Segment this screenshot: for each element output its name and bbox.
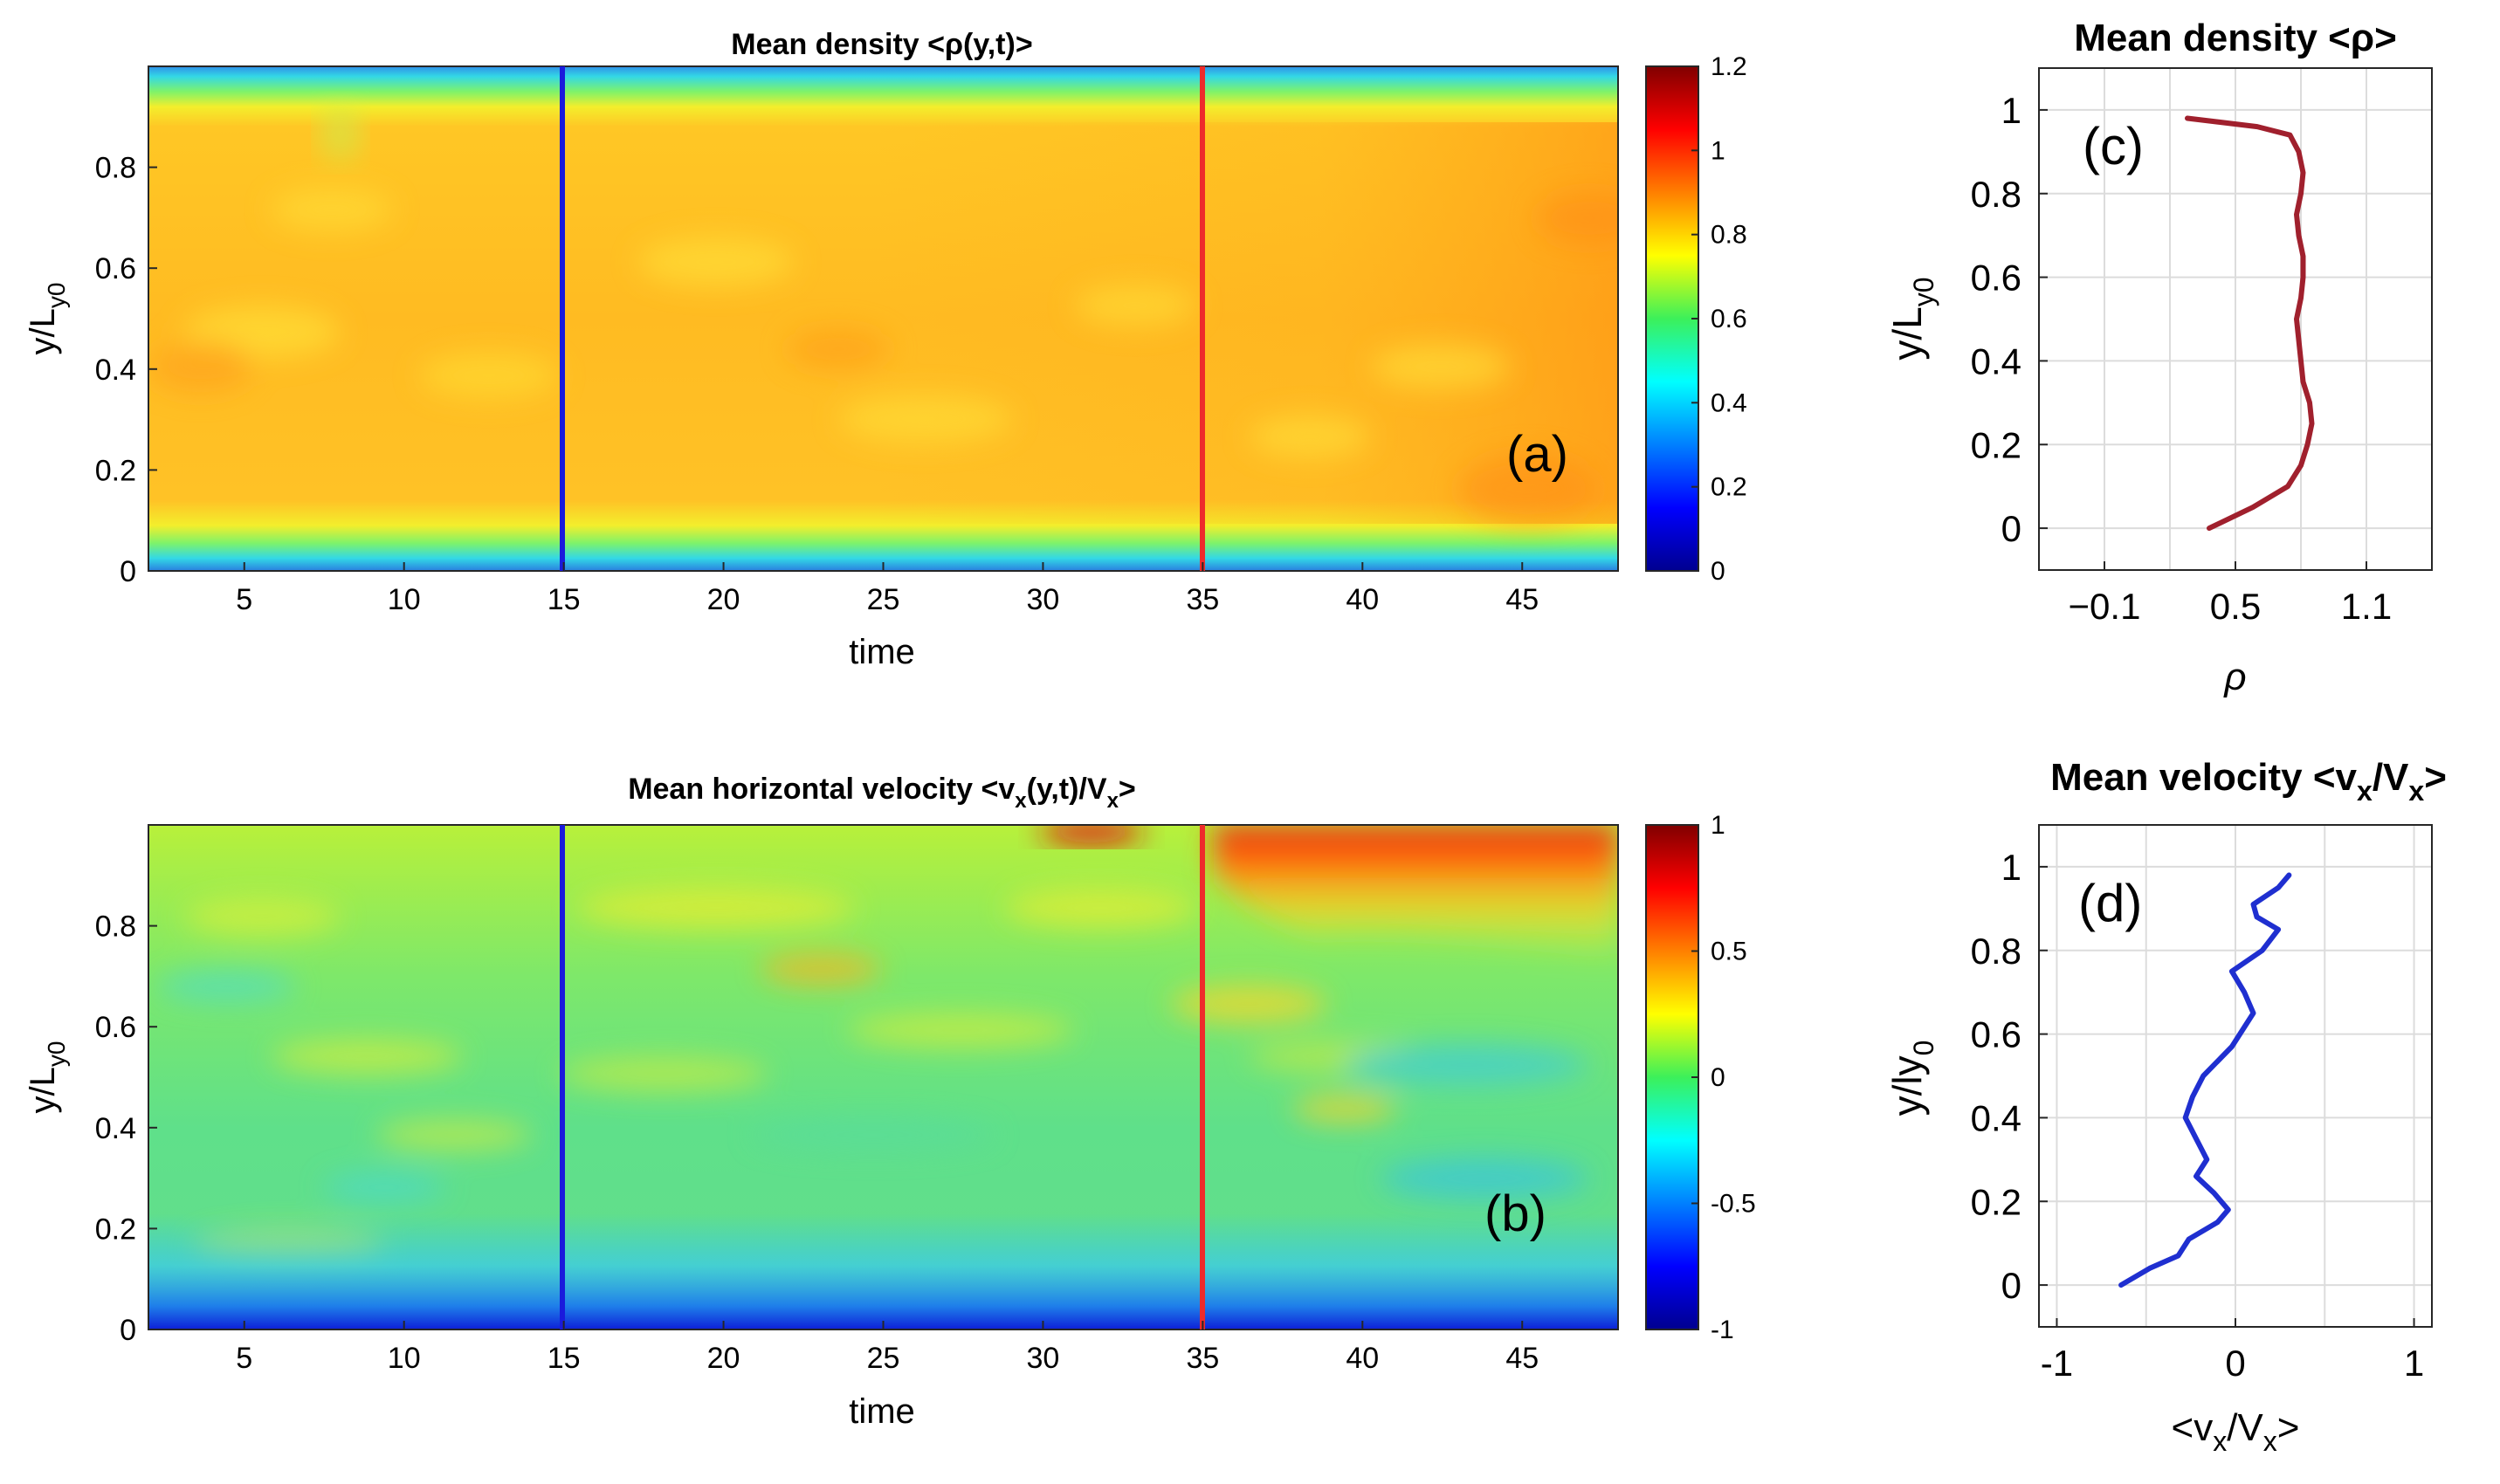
x-tick-label: 10 [388,1342,421,1375]
panel-a-axes: 5 10 15 20 25 30 35 40 45 0 0.2 0.4 0.6 0.8 [95,152,1539,616]
panel-c: Mean density <ρ> (c) −0.1 0.5 1.1 0 0.2 0.4 0.… [1884,17,2433,698]
x-tick-label: −0.1 [2069,586,2141,627]
colorbar-a-ticks: 0 0.2 0.4 0.6 0.8 1 1.2 [1691,52,1747,586]
colorbar-tick-label: -0.5 [1711,1190,1756,1219]
panel-a-xlabel: time [849,633,915,671]
colorbar-tick-label: 0.6 [1711,305,1747,333]
x-tick-label: 40 [1346,1342,1379,1375]
panel-c-axes: −0.1 0.5 1.1 0 0.2 0.4 0.6 0.8 1 [1971,90,2393,627]
panel-c-xlabel: ρ [2222,656,2246,698]
colorbar-b [1645,824,1699,1330]
y-tick-label: 0.6 [95,252,136,285]
x-tick-label: 30 [1027,583,1060,616]
x-tick-label: 45 [1505,583,1539,616]
panel-d-ylabel: y/ly0 [1884,1041,1939,1116]
density-profile-line [2185,115,2315,532]
x-tick-label: 5 [236,583,252,616]
y-tick-label: 1 [2001,90,2021,131]
colorbar-tick-label: 0 [1711,557,1725,586]
y-tick-label: 0 [2001,508,2021,549]
x-tick-label: 5 [236,1342,252,1375]
colorbar-tick-label: -1 [1711,1316,1734,1344]
panel-b-xlabel: time [849,1392,915,1431]
panel-a-label: (a) [1506,426,1568,483]
colorbar-tick-label: 0.4 [1711,388,1747,417]
panel-b-ylabel: y/Ly0 [24,1041,70,1114]
velocity-field [148,825,1618,1329]
panel-c-label: (c) [2083,117,2144,175]
y-tick-label: 0 [120,1314,136,1347]
y-tick-label: 0.6 [95,1011,136,1044]
density-field [148,66,1618,571]
x-tick-label: 1.1 [2341,586,2392,627]
panel-b-axes: 5 10 15 20 25 30 35 40 45 0 0.2 0.4 0.6 0.8 [95,910,1539,1375]
panel-c-ylabel: y/Ly0 [1884,277,1939,360]
x-tick-label: 0 [2225,1343,2245,1384]
panel-b-title: Mean horizontal velocity <vx(y,t)/Vx> [628,773,1136,813]
y-tick-label: 0.4 [1971,1097,2021,1138]
y-tick-label: 0.6 [1971,1014,2021,1055]
x-tick-label: 10 [388,583,421,616]
colorbar-tick-label: 1 [1711,811,1725,840]
y-tick-label: 0.4 [1971,340,2021,381]
x-tick-label: 1 [2404,1343,2424,1384]
x-tick-label: 35 [1186,583,1219,616]
panel-d-grid [2039,825,2432,1327]
panel-d-label: (d) [2078,874,2142,932]
x-tick-label: 45 [1505,1342,1539,1375]
y-tick-label: 0.4 [95,1112,136,1145]
y-tick-label: 0.2 [95,1213,136,1246]
y-tick-label: 0 [120,555,136,588]
x-tick-label: 15 [548,583,581,616]
colorbar-tick-label: 1 [1711,136,1725,165]
x-tick-label: 30 [1027,1342,1060,1375]
velocity-profile-line [2118,872,2292,1288]
y-tick-label: 0.6 [1971,258,2021,299]
colorbar-a [1645,65,1699,572]
colorbar-tick-label: 0.5 [1711,938,1747,966]
panel-a: Mean density <ρ(y,t)> (a) [24,28,1747,671]
colorbar-b-ticks: -1 -0.5 0 0.5 1 [1691,811,1756,1344]
y-tick-label: 0.2 [1971,424,2021,465]
x-tick-label: 35 [1186,1342,1219,1375]
y-tick-label: 0.8 [95,152,136,185]
x-tick-label: -1 [2041,1343,2073,1384]
x-tick-label: 15 [548,1342,581,1375]
x-tick-label: 25 [867,583,900,616]
colorbar-tick-label: 0.2 [1711,473,1747,502]
colorbar-tick-label: 1.2 [1711,52,1747,81]
y-tick-label: 0 [2001,1265,2021,1306]
y-tick-label: 0.4 [95,354,136,387]
colorbar-tick-label: 0 [1711,1063,1725,1092]
y-tick-label: 0.8 [1971,931,2021,972]
colorbar-tick-label: 0.8 [1711,221,1747,250]
x-tick-label: 20 [707,1342,740,1375]
y-tick-label: 1 [2001,847,2021,888]
panel-b: Mean horizontal velocity <vx(y,t)/Vx> [24,773,1756,1431]
x-tick-label: 25 [867,1342,900,1375]
panel-d-xlabel: <vx/Vx> [2172,1406,2300,1457]
panel-c-title: Mean density <ρ> [2074,17,2397,59]
panel-d-title: Mean velocity <vx/Vx> [2050,756,2447,807]
x-tick-label: 0.5 [2210,586,2261,627]
y-tick-label: 0.8 [95,910,136,944]
panel-b-label: (b) [1484,1185,1546,1242]
panel-c-grid [2039,68,2432,570]
y-tick-label: 0.2 [95,454,136,487]
panel-a-title: Mean density <ρ(y,t)> [731,28,1032,61]
panel-a-ylabel: y/Ly0 [24,283,70,355]
x-tick-label: 20 [707,583,740,616]
y-tick-label: 0.2 [1971,1181,2021,1222]
x-tick-label: 40 [1346,583,1379,616]
panel-d-axes: -1 0 1 0 0.2 0.4 0.6 0.8 1 [1971,847,2425,1384]
panel-d: Mean velocity <vx/Vx> (d) -1 0 1 0 0.2 0.4 0.6… [1884,756,2447,1457]
y-tick-label: 0.8 [1971,174,2021,215]
